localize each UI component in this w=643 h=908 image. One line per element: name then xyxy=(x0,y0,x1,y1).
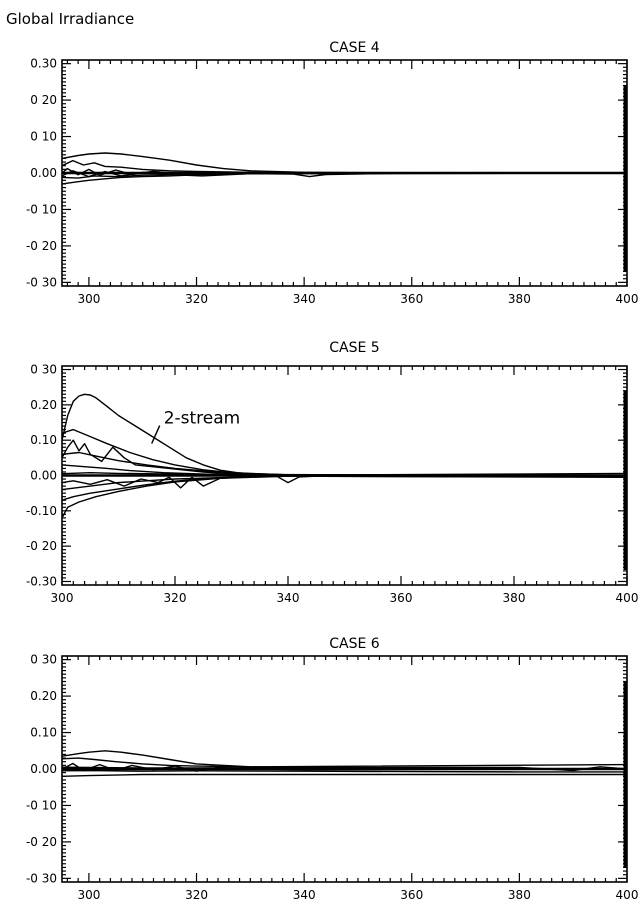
y-tick-label: 0.00 xyxy=(30,166,57,180)
x-tick-label: 340 xyxy=(293,888,316,902)
y-tick-label: 0 20 xyxy=(30,93,57,107)
x-tick-label: 380 xyxy=(503,591,526,605)
series-line-9 xyxy=(62,475,627,491)
y-tick-label: -0.30 xyxy=(26,574,57,588)
y-tick-label: 0.10 xyxy=(30,726,57,740)
x-tick-label: 320 xyxy=(185,292,208,306)
x-tick-label: 320 xyxy=(185,888,208,902)
series-line-1 xyxy=(62,393,627,477)
x-tick-label: 360 xyxy=(400,888,423,902)
y-tick-label: -0 20 xyxy=(26,835,57,849)
annotation-leader xyxy=(151,425,161,444)
x-tick-label: 400 xyxy=(616,292,639,306)
series-line-10 xyxy=(62,472,627,476)
chart-title: CASE 6 xyxy=(329,636,380,652)
series-group xyxy=(62,85,627,271)
figure-title: Global Irradiance xyxy=(6,10,134,28)
y-tick-label: 0.20 xyxy=(30,398,57,412)
x-tick-label: 400 xyxy=(616,591,639,605)
x-tick-label: 320 xyxy=(164,591,187,605)
y-tick-label: 0 10 xyxy=(30,130,57,144)
x-tick-label: 300 xyxy=(77,292,100,306)
x-tick-label: 360 xyxy=(400,292,423,306)
series-line-5 xyxy=(62,769,627,773)
y-tick-label: 0.20 xyxy=(30,689,57,703)
y-tick-label: -0 30 xyxy=(26,871,57,885)
x-tick-label: 300 xyxy=(51,591,74,605)
series-line-3 xyxy=(62,439,627,477)
x-tick-label: 380 xyxy=(508,888,531,902)
y-tick-label: 0.00 xyxy=(30,469,57,483)
y-tick-label: 0.30 xyxy=(30,57,57,71)
annotation-label: 2-stream xyxy=(164,409,241,429)
x-tick-label: 400 xyxy=(616,888,639,902)
y-tick-label: -0 20 xyxy=(26,539,57,553)
y-tick-label: -0.10 xyxy=(26,504,57,518)
panels: CASE 4 0.30 0 20 0 10 0.00 -0 10 -0 20 -0 30 300… xyxy=(26,40,639,902)
series-group xyxy=(62,681,627,867)
series-group xyxy=(62,391,627,570)
series-line-8 xyxy=(62,475,627,519)
chart-title: CASE 5 xyxy=(329,340,379,356)
x-tick-label: 380 xyxy=(508,292,531,306)
y-tick-label: 0 30 xyxy=(30,653,57,667)
series-line-2 xyxy=(62,159,627,174)
chart-panel-1: CASE 4 0.30 0 20 0 10 0.00 -0 10 -0 20 -0 30 300… xyxy=(26,40,639,306)
x-tick-label: 340 xyxy=(293,292,316,306)
y-tick-label: -0 10 xyxy=(26,202,57,216)
y-tick-label: -0 20 xyxy=(26,239,57,253)
y-tick-label: 0.00 xyxy=(30,762,57,776)
chart-panel-3: CASE 6 0 30 0.20 0.10 0.00 -0 10 -0 20 -0 30 300… xyxy=(26,636,639,902)
y-tick-label: 0.10 xyxy=(30,433,57,447)
x-tick-label: 300 xyxy=(77,888,100,902)
series-line-4 xyxy=(62,773,627,777)
x-tick-label: 340 xyxy=(277,591,300,605)
series-line-2 xyxy=(62,757,627,768)
chart-panel-2: CASE 5 0 30 0.20 0.10 0.00 -0.10 -0 20 -0.30 300… xyxy=(26,340,639,605)
y-tick-label: -0 30 xyxy=(26,275,57,289)
y-tick-label: -0 10 xyxy=(26,798,57,812)
series-line-2 xyxy=(62,428,627,477)
x-tick-label: 360 xyxy=(390,591,413,605)
chart-title: CASE 4 xyxy=(329,40,380,56)
y-tick-label: 0 30 xyxy=(30,363,57,377)
